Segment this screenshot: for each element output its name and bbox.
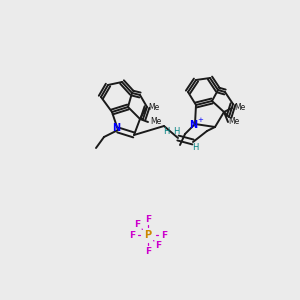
Text: F: F xyxy=(134,220,141,229)
Text: F: F xyxy=(145,214,151,224)
Text: Me: Me xyxy=(148,103,160,112)
Text: P: P xyxy=(144,230,152,240)
Text: F: F xyxy=(155,241,161,250)
Text: F: F xyxy=(129,230,135,239)
Text: H: H xyxy=(173,127,179,136)
Text: Me: Me xyxy=(150,118,162,127)
Text: +: + xyxy=(197,117,203,123)
Text: Me: Me xyxy=(228,118,240,127)
Text: N: N xyxy=(189,120,197,130)
Text: H: H xyxy=(163,128,169,136)
Text: H: H xyxy=(192,143,198,152)
Text: Me: Me xyxy=(234,103,246,112)
Text: N: N xyxy=(112,123,120,133)
Text: F: F xyxy=(145,247,151,256)
Text: F: F xyxy=(161,230,167,239)
